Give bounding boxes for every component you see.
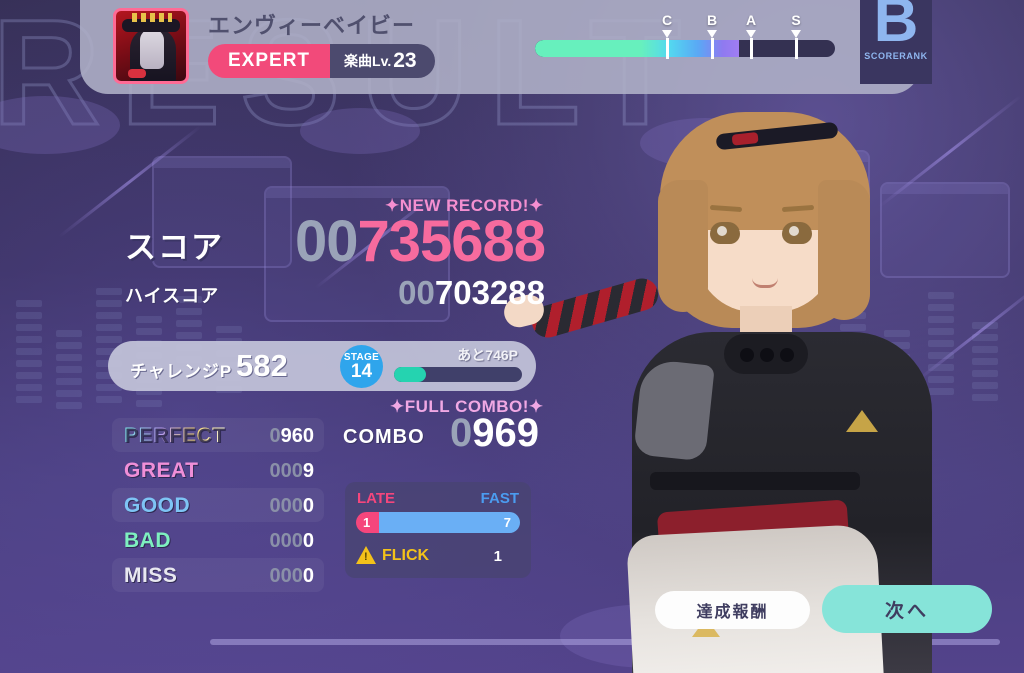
challenge-point-label: チャレンジP — [130, 362, 233, 381]
flick-label: FLICK — [382, 547, 430, 564]
judgment-value-miss: 0000 — [270, 565, 315, 588]
song-header: エンヴィーベイビー EXPERT 楽曲Lv. 23 C B A S B SCORERA… — [80, 0, 932, 94]
challenge-progress-track — [394, 367, 522, 382]
judgment-name-bad: BAD — [124, 529, 171, 552]
highscore-value: 00703288 — [398, 274, 545, 312]
judgment-table: PERFECT 0960 GREAT 0009 GOOD 0000 BAD 0000 MISS 0… — [112, 418, 324, 593]
judgment-digits: 960 — [280, 425, 314, 447]
rank-caption: SCORERANK — [864, 51, 928, 62]
rank-pointer-S — [791, 30, 801, 38]
difficulty-label: EXPERT — [208, 44, 331, 78]
rank-tick-A: A — [745, 12, 757, 28]
judgment-row: GOOD 0000 — [112, 488, 324, 522]
judgment-leading-zeros: 000 — [269, 530, 303, 552]
combo-leading-zeros: 0 — [450, 411, 473, 455]
rank-tick-S: S — [791, 12, 801, 28]
full-combo-badge: ✦FULL COMBO!✦ — [390, 397, 544, 416]
song-title: エンヴィーベイビー — [208, 13, 416, 38]
highscore-digits: 703288 — [434, 274, 545, 311]
rank-tick-C: C — [661, 12, 673, 28]
judgment-value-good: 0000 — [270, 495, 315, 518]
flick-count: 1 — [493, 548, 502, 565]
challenge-remaining-text: あと746P — [457, 347, 518, 363]
challenge-point-panel: チャレンジP 582 STAGE 14 あと746P — [108, 341, 536, 391]
equalizer-decor — [56, 330, 82, 414]
level-badge: 楽曲Lv. 23 — [330, 44, 435, 78]
judgment-leading-zeros: 000 — [269, 495, 303, 517]
flick-row: ! FLICK 1 — [356, 544, 520, 568]
judgment-name-miss: MISS — [124, 564, 178, 587]
combo-digits: 969 — [472, 411, 539, 455]
combo-label: COMBO — [343, 426, 425, 448]
stage-number: 14 — [350, 360, 373, 382]
challenge-point-value: 582 — [236, 348, 288, 383]
rank-pointer-C — [662, 30, 672, 38]
cloud-decor — [300, 108, 420, 154]
judgment-digits: 0 — [302, 565, 314, 587]
judgment-name-good: GOOD — [124, 494, 191, 517]
judgment-leading-zeros: 000 — [269, 565, 303, 587]
score-row: スコア 00735688 — [125, 209, 546, 274]
difficulty-badge: EXPERT 楽曲Lv. 23 — [208, 44, 435, 78]
fast-segment: 7 — [378, 512, 520, 533]
judgment-row: GREAT 0009 — [112, 453, 324, 487]
level-label: 楽曲Lv. — [344, 53, 392, 69]
stage-caption: STAGE — [343, 351, 380, 363]
level-value: 23 — [393, 49, 417, 72]
judgment-digits: 0 — [302, 495, 314, 517]
rank-pointer-B — [707, 30, 717, 38]
judgment-row: MISS 0000 — [112, 558, 324, 592]
equalizer-decor — [928, 292, 954, 400]
score-label: スコア — [125, 230, 224, 265]
rank-notch-A — [750, 38, 753, 59]
highscore-row: ハイスコア 00703288 — [125, 274, 545, 312]
rank-notch-B — [710, 38, 714, 59]
score-digits: 735688 — [357, 209, 546, 274]
bottom-divider — [210, 639, 1000, 645]
new-record-badge: ✦NEW RECORD!✦ — [385, 196, 544, 215]
rank-notch-C — [666, 38, 669, 59]
song-jacket-icon[interactable] — [113, 8, 189, 84]
equalizer-decor — [16, 300, 42, 408]
rank-tick-B: B — [706, 12, 718, 28]
achievement-reward-button[interactable]: 達成報酬 — [655, 591, 810, 629]
highscore-label: ハイスコア — [125, 286, 220, 306]
timing-panel: LATE FAST 1 7 ! FLICK 1 — [345, 482, 531, 578]
judgment-leading-zeros: 0 — [269, 425, 281, 447]
late-label: LATE — [357, 490, 396, 507]
score-leading-zeros: 00 — [294, 209, 359, 274]
stage-badge: STAGE 14 — [340, 345, 383, 388]
judgment-name-great: GREAT — [124, 459, 199, 482]
judgment-leading-zeros: 000 — [269, 460, 303, 482]
rank-notch-S — [795, 38, 798, 59]
warning-icon: ! — [356, 546, 376, 564]
rank-letter: B — [873, 0, 919, 55]
late-segment: 1 — [356, 512, 379, 533]
fast-label: FAST — [480, 490, 519, 507]
highscore-leading-zeros: 00 — [398, 274, 435, 311]
next-button[interactable]: 次へ — [822, 585, 992, 633]
timing-bar: 1 7 — [356, 512, 520, 533]
rank-bar-fill — [535, 40, 739, 57]
judgment-value-great: 0009 — [270, 460, 315, 483]
score-rank-badge: B SCORERANK — [860, 0, 932, 84]
rank-pointer-A — [746, 30, 756, 38]
judgment-name-perfect: PERFECT — [124, 424, 226, 447]
combo-value: 0969 — [450, 411, 539, 456]
judgment-row: BAD 0000 — [112, 523, 324, 557]
score-value: 00735688 — [294, 208, 546, 275]
judgment-digits: 9 — [302, 460, 314, 482]
challenge-progress-fill — [394, 367, 426, 382]
judgment-value-bad: 0000 — [270, 530, 315, 553]
cloud-decor — [0, 96, 120, 154]
combo-row: COMBO 0969 — [343, 411, 539, 455]
judgment-value-perfect: 0960 — [270, 425, 315, 448]
judgment-row: PERFECT 0960 — [112, 418, 324, 452]
judgment-digits: 0 — [302, 530, 314, 552]
rank-bar-track — [535, 40, 835, 57]
